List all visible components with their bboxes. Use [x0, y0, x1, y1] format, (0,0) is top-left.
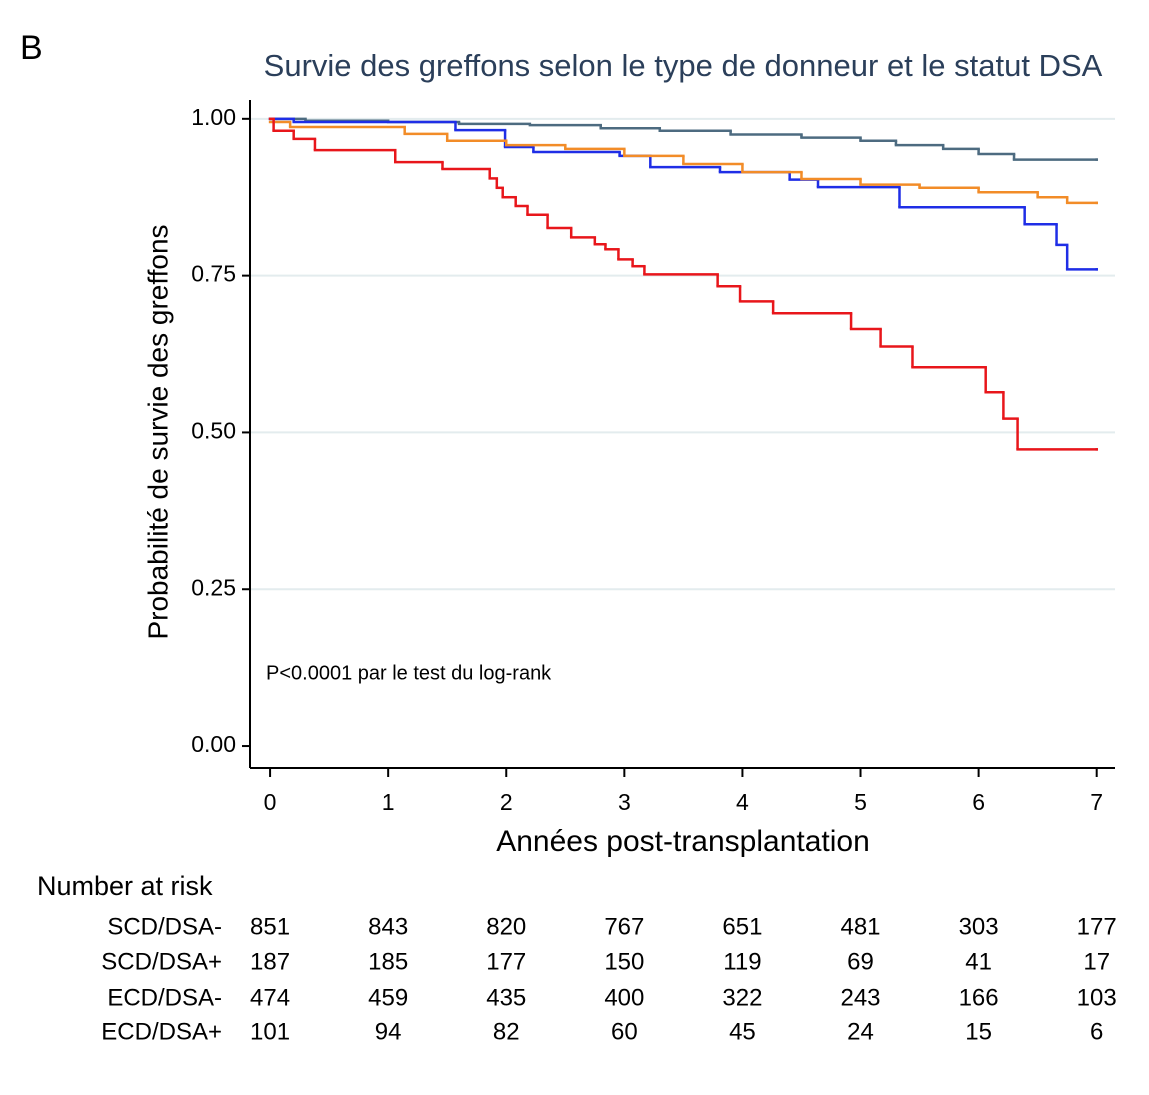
risk-count: 435 — [486, 984, 526, 1011]
risk-count: 843 — [368, 913, 408, 940]
risk-count: 17 — [1083, 948, 1110, 975]
risk-count: 82 — [493, 1018, 520, 1045]
risk-count: 651 — [722, 913, 762, 940]
x-tick-label: 4 — [736, 789, 749, 815]
annotation: P<0.0001 par le test du log-rank — [266, 662, 552, 684]
x-tick-label: 7 — [1090, 789, 1103, 815]
y-tick-label: 0.25 — [191, 574, 236, 600]
x-tick-label: 2 — [500, 789, 513, 815]
risk-count: 820 — [486, 913, 526, 940]
risk-count: 322 — [722, 984, 762, 1011]
risk-count: 185 — [368, 948, 408, 975]
x-tick-label: 1 — [382, 789, 395, 815]
risk-count: 94 — [375, 1018, 402, 1045]
panel-label: B — [20, 29, 43, 67]
risk-row-label: ECD/DSA+ — [101, 1018, 222, 1045]
x-tick-label: 5 — [854, 789, 867, 815]
risk-count: 243 — [840, 984, 880, 1011]
risk-count: 103 — [1077, 984, 1117, 1011]
risk-count: 177 — [486, 948, 526, 975]
risk-count: 474 — [250, 984, 290, 1011]
risk-count: 150 — [604, 948, 644, 975]
x-tick-label: 6 — [972, 789, 985, 815]
x-tick-label: 3 — [618, 789, 631, 815]
chart-title: Survie des greffons selon le type de don… — [264, 48, 1103, 83]
y-tick-label: 1.00 — [191, 104, 236, 130]
risk-count: 767 — [604, 913, 644, 940]
risk-count: 177 — [1077, 913, 1117, 940]
risk-row-label: SCD/DSA+ — [101, 948, 222, 975]
risk-count: 119 — [723, 948, 761, 975]
survival-curve — [268, 117, 1098, 451]
risk-count: 303 — [959, 913, 999, 940]
risk-count: 101 — [250, 1018, 290, 1045]
risk-count: 400 — [604, 984, 644, 1011]
risk-count: 41 — [965, 948, 992, 975]
risk-count: 459 — [368, 984, 408, 1011]
y-tick-label: 0.75 — [191, 261, 236, 287]
risk-count: 24 — [847, 1018, 874, 1045]
risk-count: 69 — [847, 948, 874, 975]
survival-curve — [268, 120, 1098, 205]
risk-count: 6 — [1090, 1018, 1103, 1045]
survival-curve — [268, 117, 1098, 271]
risk-count: 166 — [959, 984, 999, 1011]
y-tick-label: 0.50 — [191, 418, 236, 444]
risk-count: 45 — [729, 1018, 756, 1045]
risk-count: 851 — [250, 913, 290, 940]
risk-count: 15 — [965, 1018, 992, 1045]
risk-count: 60 — [611, 1018, 638, 1045]
risk-table-title: Number at risk — [37, 871, 213, 901]
risk-count: 187 — [250, 948, 290, 975]
x-axis-label: Années post-transplantation — [496, 825, 870, 858]
risk-count: 481 — [840, 913, 880, 940]
y-tick-label: 0.00 — [191, 731, 236, 757]
risk-row-label: SCD/DSA- — [107, 913, 222, 940]
risk-row-label: ECD/DSA- — [107, 984, 222, 1011]
x-tick-label: 0 — [264, 789, 277, 815]
grid — [251, 117, 1115, 591]
y-axis-label: Probabilité de survie des greffons — [142, 224, 173, 639]
